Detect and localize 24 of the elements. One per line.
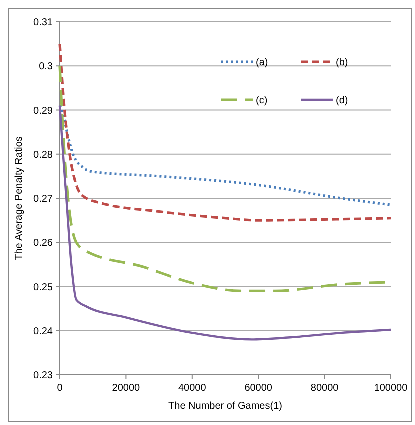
y-tick-label: 0.3 <box>39 62 54 73</box>
line-series <box>58 104 392 206</box>
legend-label: (c) <box>256 96 268 106</box>
legend-label: (a) <box>256 58 268 68</box>
x-axis-title: The Number of Games(1) <box>168 401 282 412</box>
y-tick-label: 0.25 <box>34 282 54 294</box>
y-tick-label: 0.23 <box>34 370 54 382</box>
y-tick-label: 0.31 <box>34 18 54 28</box>
y-axis-title: The Average Penalty Ratios <box>14 136 25 260</box>
y-tick-label: 0.24 <box>34 326 54 338</box>
line-series <box>58 104 392 341</box>
y-tick-label: 0.26 <box>34 238 54 250</box>
legend-label: (d) <box>336 96 348 106</box>
y-tick-label: 0.29 <box>34 106 54 117</box>
y-tick-label: 0.27 <box>34 194 54 205</box>
legend-label: (b) <box>336 58 348 68</box>
y-tick-label: 0.28 <box>34 150 54 161</box>
line-series <box>58 42 392 222</box>
x-tick-label: 100000 <box>374 383 408 394</box>
x-tick-label: 20000 <box>112 383 141 394</box>
x-tick-label: 40000 <box>178 383 207 394</box>
x-tick-label: 0 <box>57 383 64 394</box>
x-tick-label: 60000 <box>244 383 273 394</box>
x-tick-label: 80000 <box>310 383 340 394</box>
